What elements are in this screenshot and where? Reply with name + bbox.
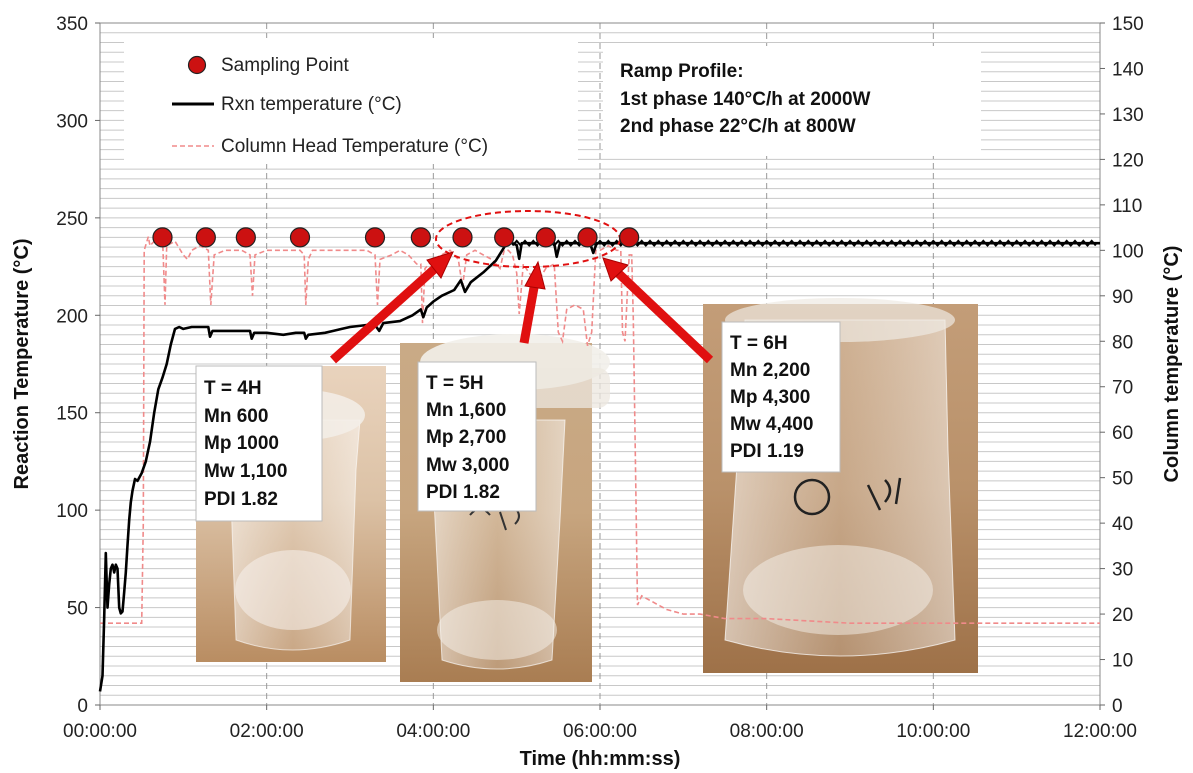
annotation-5h-line-5: PDI 1.82 <box>426 482 500 503</box>
right-tick-label: 40 <box>1112 514 1133 535</box>
legend-sampling-marker <box>187 55 207 75</box>
right-tick-label: 60 <box>1112 423 1133 444</box>
right-tick-label: 50 <box>1112 469 1133 490</box>
annotation-5h-line-2: Mn 1,600 <box>426 400 506 421</box>
right-tick-label: 30 <box>1112 560 1133 581</box>
right-tick-label: 150 <box>1112 14 1144 35</box>
annotation-box-4h: T = 4H Mn 600 Mp 1000 Mw 1,100 PDI 1.82 <box>195 365 323 522</box>
x-tick-label: 08:00:00 <box>730 721 804 742</box>
annotation-6h-line-3: Mp 4,300 <box>730 387 810 408</box>
arrow-6h-head <box>602 257 629 282</box>
x-tick-label: 12:00:00 <box>1063 721 1137 742</box>
right-tick-label: 70 <box>1112 378 1133 399</box>
column-head-line <box>100 235 1100 624</box>
ramp-profile-phase-2: 2nd phase 22°C/h at 800W <box>620 116 856 137</box>
sampling-point <box>410 227 431 248</box>
annotation-5h-line-4: Mw 3,000 <box>426 455 509 476</box>
sampling-point <box>494 227 515 248</box>
arrows <box>329 251 714 364</box>
annotation-box-6h: T = 6H Mn 2,200 Mp 4,300 Mw 4,400 PDI 1.… <box>721 321 841 473</box>
sampling-point <box>452 227 473 248</box>
right-axis-title: Column temperature (°C) <box>1161 246 1183 483</box>
arrow-5h-head <box>524 260 546 290</box>
ramp-profile-title: Ramp Profile: <box>620 61 744 82</box>
left-tick-label: 0 <box>77 696 88 717</box>
right-tick-label: 80 <box>1112 332 1133 353</box>
sampling-point <box>619 227 640 248</box>
right-tick-label: 130 <box>1112 105 1144 126</box>
sampling-point <box>235 227 256 248</box>
right-tick-label: 90 <box>1112 287 1133 308</box>
sampling-point <box>535 227 556 248</box>
legend-rxn-label: Rxn temperature (°C) <box>221 94 402 115</box>
annotation-6h-line-5: PDI 1.19 <box>730 441 804 462</box>
left-tick-label: 200 <box>56 306 88 327</box>
arrow-4h <box>329 260 444 364</box>
annotation-6h-line-2: Mn 2,200 <box>730 360 810 381</box>
x-tick-label: 02:00:00 <box>230 721 304 742</box>
left-tick-label: 50 <box>67 599 88 620</box>
left-tick-label: 300 <box>56 111 88 132</box>
x-tick-label: 06:00:00 <box>563 721 637 742</box>
left-tick-label: 350 <box>56 14 88 35</box>
arrow-6h <box>613 268 714 364</box>
annotation-4h-line-1: T = 4H <box>204 378 262 399</box>
sampling-point <box>195 227 216 248</box>
ramp-profile-phase-1: 1st phase 140°C/h at 2000W <box>620 89 871 110</box>
legend-sampling-label: Sampling Point <box>221 55 350 76</box>
left-axis-ticks: 0 50 100 150 200 250 300 350 <box>56 14 100 717</box>
sampling-points <box>152 227 640 248</box>
right-tick-label: 140 <box>1112 59 1144 80</box>
sampling-point <box>577 227 598 248</box>
x-tick-label: 04:00:00 <box>396 721 470 742</box>
annotation-5h-line-3: Mp 2,700 <box>426 427 506 448</box>
annotation-box-5h: T = 5H Mn 1,600 Mp 2,700 Mw 3,000 PDI 1.… <box>417 361 537 512</box>
x-axis-ticks: 00:00:00 02:00:00 04:00:00 06:00:00 08:00:00… <box>63 705 1137 742</box>
annotation-4h-line-3: Mp 1000 <box>204 433 279 454</box>
right-tick-label: 0 <box>1112 696 1123 717</box>
right-tick-label: 10 <box>1112 651 1133 672</box>
arrow-5h <box>519 281 540 344</box>
sampling-point <box>289 227 311 248</box>
rxn-temperature-ripple <box>511 239 1097 247</box>
column-head-series <box>100 235 1100 624</box>
left-tick-label: 150 <box>56 404 88 425</box>
sampling-point <box>364 227 386 248</box>
right-tick-label: 20 <box>1112 605 1133 626</box>
x-axis-title: Time (hh:mm:ss) <box>520 748 681 770</box>
ramp-profile-box <box>603 46 981 156</box>
annotation-4h-line-5: PDI 1.82 <box>204 489 278 510</box>
annotation-6h-line-1: T = 6H <box>730 333 788 354</box>
ramp-profile: Ramp Profile: 1st phase 140°C/h at 2000W… <box>603 46 981 156</box>
right-tick-label: 110 <box>1112 196 1142 217</box>
right-tick-label: 100 <box>1112 241 1144 262</box>
legend-column-label: Column Head Temperature (°C) <box>221 136 488 157</box>
annotation-4h-line-2: Mn 600 <box>204 406 268 427</box>
left-axis-title: Reaction Temperature (°C) <box>11 238 33 489</box>
rxn-temperature-series <box>98 239 1100 692</box>
legend: Sampling Point Rxn temperature (°C) Colu… <box>124 38 578 164</box>
sampling-point <box>152 227 173 248</box>
right-axis-ticks: 0 10 20 30 40 50 60 70 80 90 100 110 120 130 140 150 <box>1100 14 1144 717</box>
left-tick-label: 100 <box>56 501 88 522</box>
annotation-6h-line-4: Mw 4,400 <box>730 414 813 435</box>
left-tick-label: 250 <box>56 209 88 230</box>
arrow-4h-head <box>426 251 454 279</box>
annotation-4h-line-4: Mw 1,100 <box>204 461 287 482</box>
annotation-5h-line-1: T = 5H <box>426 373 484 394</box>
x-tick-label: 00:00:00 <box>63 721 137 742</box>
x-tick-label: 10:00:00 <box>896 721 970 742</box>
right-tick-label: 120 <box>1112 150 1144 171</box>
